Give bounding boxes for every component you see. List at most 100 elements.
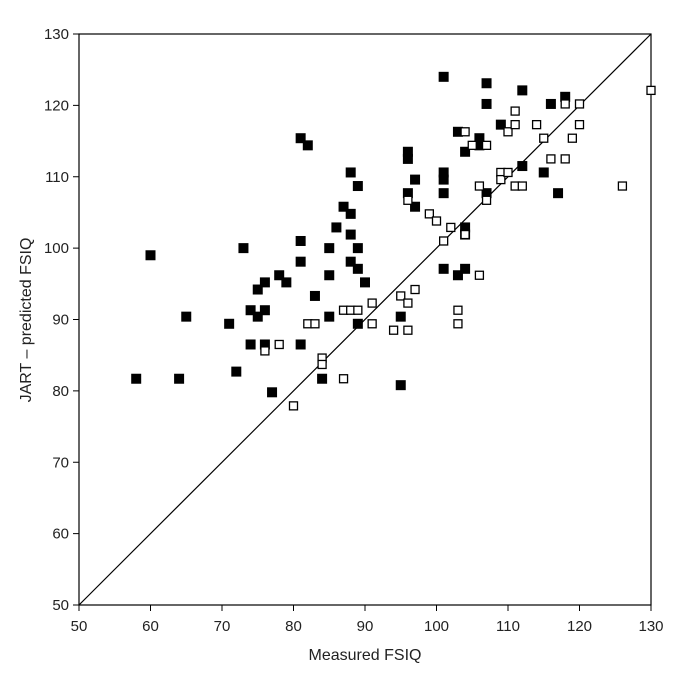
data-point-open (481, 195, 492, 205)
x-tick-label: 80 (285, 618, 302, 635)
data-point-filled (402, 153, 413, 164)
data-point-filled (259, 305, 270, 316)
data-point-filled (324, 270, 335, 281)
data-point-open (539, 133, 549, 143)
data-point-filled (452, 270, 463, 281)
x-tick-label: 90 (357, 618, 374, 635)
reference-line-layer (78, 33, 652, 606)
data-point-filled (324, 243, 335, 254)
data-point-open (531, 119, 542, 130)
data-point-open (467, 140, 477, 150)
data-point-filled (267, 387, 278, 398)
y-tick-label: 130 (44, 26, 69, 43)
data-point-filled (281, 277, 292, 288)
data-point-filled (352, 263, 363, 274)
y-tick-label: 80 (52, 383, 69, 400)
data-point-filled (410, 201, 421, 212)
data-point-open (274, 339, 284, 350)
data-point-filled (495, 119, 506, 130)
data-point-open (446, 222, 456, 233)
data-point-open (403, 325, 413, 335)
y-tick-label: 60 (52, 526, 69, 543)
data-point-open (403, 298, 413, 308)
data-point-filled (345, 256, 356, 267)
data-point-filled (438, 263, 449, 274)
data-point-open (560, 99, 570, 109)
x-tick-label: 70 (214, 618, 231, 635)
data-point-filled (352, 243, 363, 254)
data-point-open (574, 119, 585, 130)
data-point-filled (245, 305, 256, 316)
data-point-filled (460, 263, 471, 274)
data-point-filled (295, 256, 306, 267)
data-point-filled (145, 250, 156, 261)
data-point-filled (252, 284, 263, 295)
data-point-filled (295, 235, 306, 246)
data-point-filled (517, 161, 528, 172)
data-point-filled (181, 311, 192, 322)
data-point-open (517, 181, 527, 191)
data-point-filled (345, 229, 356, 240)
x-tick-label: 60 (142, 618, 159, 635)
data-point-open (410, 284, 420, 295)
data-point-filled (174, 373, 185, 384)
data-point-filled (438, 174, 449, 185)
data-point-open (617, 181, 628, 191)
data-point-open (510, 106, 520, 116)
data-point-filled (395, 311, 406, 322)
data-point-filled (352, 318, 363, 329)
data-point-open (403, 195, 413, 205)
data-point-open (574, 99, 585, 109)
data-point-filled (352, 181, 363, 192)
data-point-open (546, 154, 556, 164)
data-point-open (460, 127, 470, 137)
data-point-filled (231, 366, 242, 377)
data-point-filled (438, 188, 449, 199)
data-point-open (474, 181, 485, 191)
data-point-open (474, 270, 485, 280)
data-point-open (438, 236, 449, 246)
data-point-filled (252, 311, 263, 322)
data-point-open (288, 401, 299, 411)
data-point-open (317, 359, 327, 370)
x-axis-label: Measured FSIQ (309, 647, 422, 664)
data-point-open (510, 119, 520, 130)
data-point-filled (245, 339, 256, 350)
y-tick-label: 100 (44, 240, 69, 257)
x-tick-label: 130 (638, 618, 663, 635)
data-point-filled (345, 167, 356, 178)
data-point-filled (410, 174, 421, 185)
data-point-filled (438, 71, 449, 82)
data-point-filled (553, 188, 564, 199)
data-point-open (453, 319, 463, 329)
y-tick-label: 70 (52, 454, 69, 471)
data-point-filled (274, 270, 285, 281)
data-point-filled (295, 339, 306, 350)
data-point-open (388, 325, 399, 335)
x-tick-label: 50 (71, 618, 88, 635)
data-point-filled (131, 373, 142, 384)
x-tick-label: 120 (567, 618, 592, 635)
data-point-open (338, 374, 349, 384)
data-point-open (560, 154, 570, 164)
data-point-filled (360, 277, 370, 288)
series-filled-markers (131, 71, 571, 398)
data-point-open (367, 298, 377, 308)
data-point-open (353, 305, 363, 315)
data-point-open (503, 127, 513, 137)
y-tick-label: 110 (45, 169, 69, 186)
y-axis: 50 60 70 80 90 100 110 120 130 (44, 26, 79, 614)
data-point-filled (331, 222, 342, 233)
data-point-open (481, 140, 492, 150)
identity-line (78, 33, 652, 606)
data-point-filled (538, 167, 549, 178)
x-axis: 50 60 70 80 90 100 110 120 130 (71, 605, 664, 635)
data-point-filled (517, 85, 528, 96)
data-point-filled (224, 318, 235, 329)
series-open-markers (260, 85, 656, 411)
y-tick-label: 120 (44, 97, 69, 114)
data-point-filled (324, 311, 335, 322)
data-point-filled (295, 133, 306, 144)
data-point-filled (259, 277, 270, 288)
